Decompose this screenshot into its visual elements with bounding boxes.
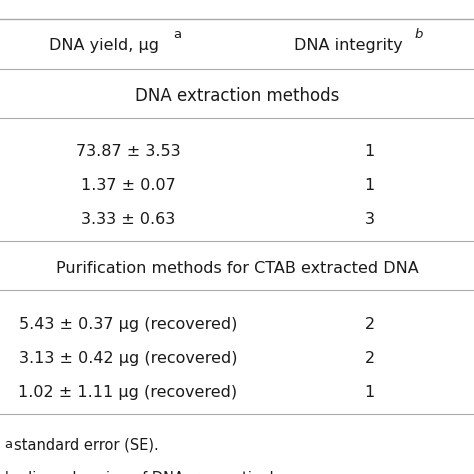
Text: 5.43 ± 0.37 μg (recovered): 5.43 ± 0.37 μg (recovered) [19,317,237,332]
Text: 1: 1 [365,144,375,159]
Text: a: a [5,438,13,450]
Text: 73.87 ± 3.53: 73.87 ± 3.53 [76,144,180,159]
Text: 3: 3 [365,212,375,228]
Text: 1.02 ± 1.11 μg (recovered): 1.02 ± 1.11 μg (recovered) [18,385,237,400]
Text: DNA integrity: DNA integrity [294,37,403,53]
Text: edium shearing of DNA, respectively.: edium shearing of DNA, respectively. [14,471,285,474]
Text: DNA yield, μg: DNA yield, μg [49,37,159,53]
Text: Purification methods for CTAB extracted DNA: Purification methods for CTAB extracted … [55,261,419,276]
Text: a: a [173,28,181,41]
Text: 3.33 ± 0.63: 3.33 ± 0.63 [81,212,175,228]
Text: b: b [415,28,423,41]
Text: 2: 2 [365,317,375,332]
Text: 3.13 ± 0.42 μg (recovered): 3.13 ± 0.42 μg (recovered) [19,351,237,366]
Text: 1: 1 [365,178,375,193]
Text: b: b [5,471,13,474]
Text: DNA extraction methods: DNA extraction methods [135,87,339,105]
Text: 1: 1 [365,385,375,400]
Text: 2: 2 [365,351,375,366]
Text: standard error (SE).: standard error (SE). [14,438,159,453]
Text: 1.37 ± 0.07: 1.37 ± 0.07 [81,178,175,193]
